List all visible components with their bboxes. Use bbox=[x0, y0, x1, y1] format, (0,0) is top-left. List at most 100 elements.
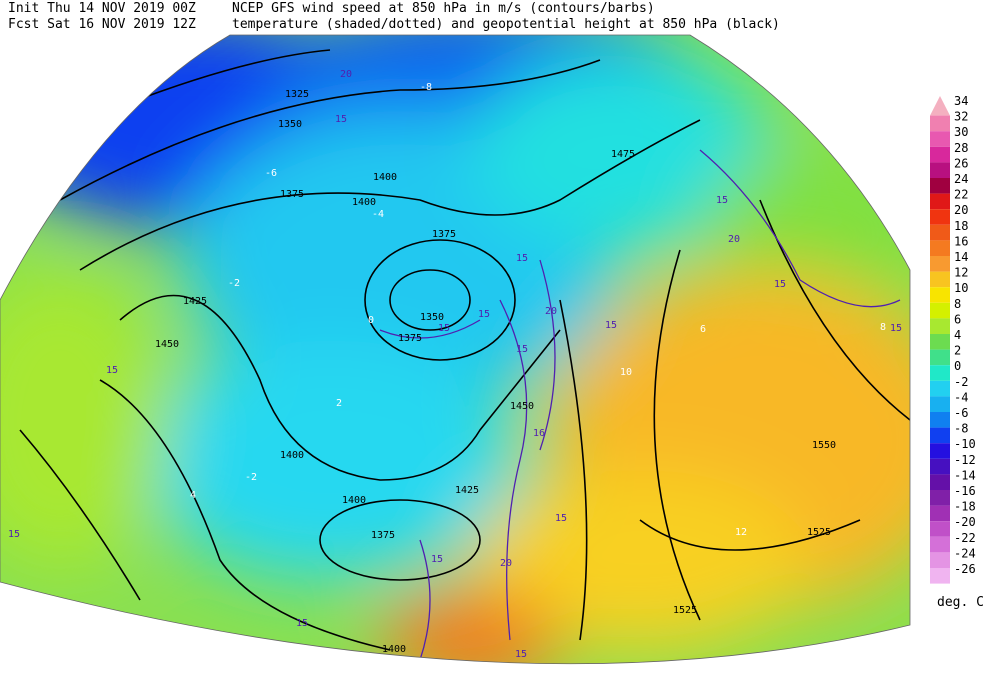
colorbar-label: -20 bbox=[954, 515, 976, 529]
height-contour-label: 1525 bbox=[807, 527, 831, 538]
colorbar-label: 4 bbox=[954, 328, 961, 342]
colorbar-swatch bbox=[930, 396, 950, 412]
colorbar-swatch bbox=[930, 146, 950, 163]
wind-contour-label: 16 bbox=[533, 428, 545, 439]
colorbar-swatch bbox=[930, 443, 950, 459]
title-line2: temperature (shaded/dotted) and geopoten… bbox=[232, 17, 780, 32]
height-contour-label: 1400 bbox=[373, 172, 397, 183]
colorbar-label: -24 bbox=[954, 546, 976, 560]
colorbar-swatch bbox=[930, 334, 950, 350]
colorbar-swatch bbox=[930, 458, 950, 475]
height-contour-label: 1400 bbox=[280, 450, 304, 461]
wind-contour-label: 15 bbox=[478, 309, 490, 320]
colorbar-label: -26 bbox=[954, 562, 976, 576]
colorbar-swatch bbox=[930, 193, 950, 210]
wind-contour-label: 15 bbox=[8, 529, 20, 540]
height-contour-label: 1375 bbox=[398, 333, 422, 344]
colorbar-label: 12 bbox=[954, 266, 968, 280]
colorbar-units: deg. C bbox=[937, 595, 984, 610]
colorbar-label: 26 bbox=[954, 156, 968, 170]
wind-contour-label: 15 bbox=[516, 253, 528, 264]
wind-contour-label: 15 bbox=[335, 114, 347, 125]
colorbar-swatch bbox=[930, 536, 950, 553]
colorbar-label: -12 bbox=[954, 453, 976, 467]
colorbar-label: -16 bbox=[954, 484, 976, 498]
colorbar-swatch bbox=[930, 349, 950, 366]
wind-contour-label: 15 bbox=[516, 344, 528, 355]
colorbar-label: 0 bbox=[954, 359, 961, 373]
height-contour-label: 1400 bbox=[342, 495, 366, 506]
wind-contour-label: 20 bbox=[340, 69, 352, 80]
colorbar: 3432302826242220181614121086420-2-4-6-8-… bbox=[930, 94, 976, 584]
map-border bbox=[0, 34, 911, 665]
height-contour-label: 1525 bbox=[673, 605, 697, 616]
temperature-label: -8 bbox=[420, 82, 432, 93]
colorbar-label: -6 bbox=[954, 406, 968, 420]
colorbar-swatch bbox=[930, 115, 950, 132]
wind-contour-label: 20 bbox=[728, 234, 740, 245]
colorbar-label: -8 bbox=[954, 422, 968, 436]
wind-contour-label: 15 bbox=[890, 323, 902, 334]
colorbar-label: -4 bbox=[954, 390, 968, 404]
colorbar-label: 8 bbox=[954, 297, 961, 311]
init-text: Init Thu 14 NOV 2019 00Z bbox=[8, 1, 196, 16]
fcst-text: Fcst Sat 16 NOV 2019 12Z bbox=[8, 17, 196, 32]
colorbar-swatch bbox=[930, 380, 950, 397]
colorbar-swatch bbox=[930, 365, 950, 381]
colorbar-label: 16 bbox=[954, 234, 968, 248]
temperature-label: 2 bbox=[336, 398, 342, 409]
height-contour-label: 1350 bbox=[278, 119, 302, 130]
height-contour-label: 1425 bbox=[455, 485, 479, 496]
wind-contour-label: 15 bbox=[296, 618, 308, 629]
colorbar-swatch bbox=[930, 209, 950, 225]
height-contour-label: 1450 bbox=[155, 339, 179, 350]
colorbar-swatch bbox=[930, 178, 950, 194]
title-line1: NCEP GFS wind speed at 850 hPa in m/s (c… bbox=[232, 1, 655, 16]
height-contour-label: 1400 bbox=[382, 644, 406, 655]
colorbar-label: 18 bbox=[954, 219, 968, 233]
temperature-label: -2 bbox=[228, 278, 240, 289]
colorbar-label: 14 bbox=[954, 250, 968, 264]
colorbar-label: 28 bbox=[954, 141, 968, 155]
colorbar-swatch bbox=[930, 552, 950, 568]
height-contour-label: 1450 bbox=[510, 401, 534, 412]
colorbar-swatch bbox=[930, 505, 950, 522]
colorbar-label: -22 bbox=[954, 531, 976, 545]
colorbar-swatch bbox=[930, 287, 950, 303]
wind-contour-label: 15 bbox=[605, 320, 617, 331]
colorbar-label: 20 bbox=[954, 203, 968, 217]
colorbar-swatch bbox=[930, 224, 950, 241]
colorbar-swatch bbox=[930, 521, 950, 537]
colorbar-swatch bbox=[930, 412, 950, 428]
wind-contour-label: 15 bbox=[555, 513, 567, 524]
colorbar-swatch bbox=[930, 162, 950, 178]
colorbar-swatch bbox=[930, 256, 950, 272]
colorbar-label: 2 bbox=[954, 344, 961, 358]
wind-contour-label: 20 bbox=[545, 306, 557, 317]
colorbar-label: 32 bbox=[954, 110, 968, 124]
colorbar-label: 10 bbox=[954, 281, 968, 295]
height-contour-label: 1400 bbox=[352, 197, 376, 208]
colorbar-swatch bbox=[930, 302, 950, 319]
colorbar-label: 30 bbox=[954, 125, 968, 139]
colorbar-swatch bbox=[930, 490, 950, 506]
temperature-label: 0 bbox=[368, 315, 374, 326]
height-contour-label: 1375 bbox=[280, 189, 304, 200]
wind-contour-label: 15 bbox=[106, 365, 118, 376]
temperature-label: -4 bbox=[372, 209, 384, 220]
temperature-label: -6 bbox=[265, 168, 277, 179]
colorbar-swatch bbox=[930, 318, 950, 334]
colorbar-swatch bbox=[930, 240, 950, 256]
colorbar-swatch bbox=[930, 474, 950, 490]
temperature-label: 10 bbox=[620, 367, 632, 378]
temperature-label: 4 bbox=[190, 490, 196, 501]
colorbar-label: 24 bbox=[954, 172, 968, 186]
wind-contour-label: 15 bbox=[716, 195, 728, 206]
wind-contour-label: 15 bbox=[515, 649, 527, 660]
colorbar-label: -10 bbox=[954, 437, 976, 451]
colorbar-label: 22 bbox=[954, 188, 968, 202]
temperature-label: 12 bbox=[735, 527, 747, 538]
colorbar-cap bbox=[930, 96, 950, 116]
colorbar-swatch bbox=[930, 427, 950, 444]
